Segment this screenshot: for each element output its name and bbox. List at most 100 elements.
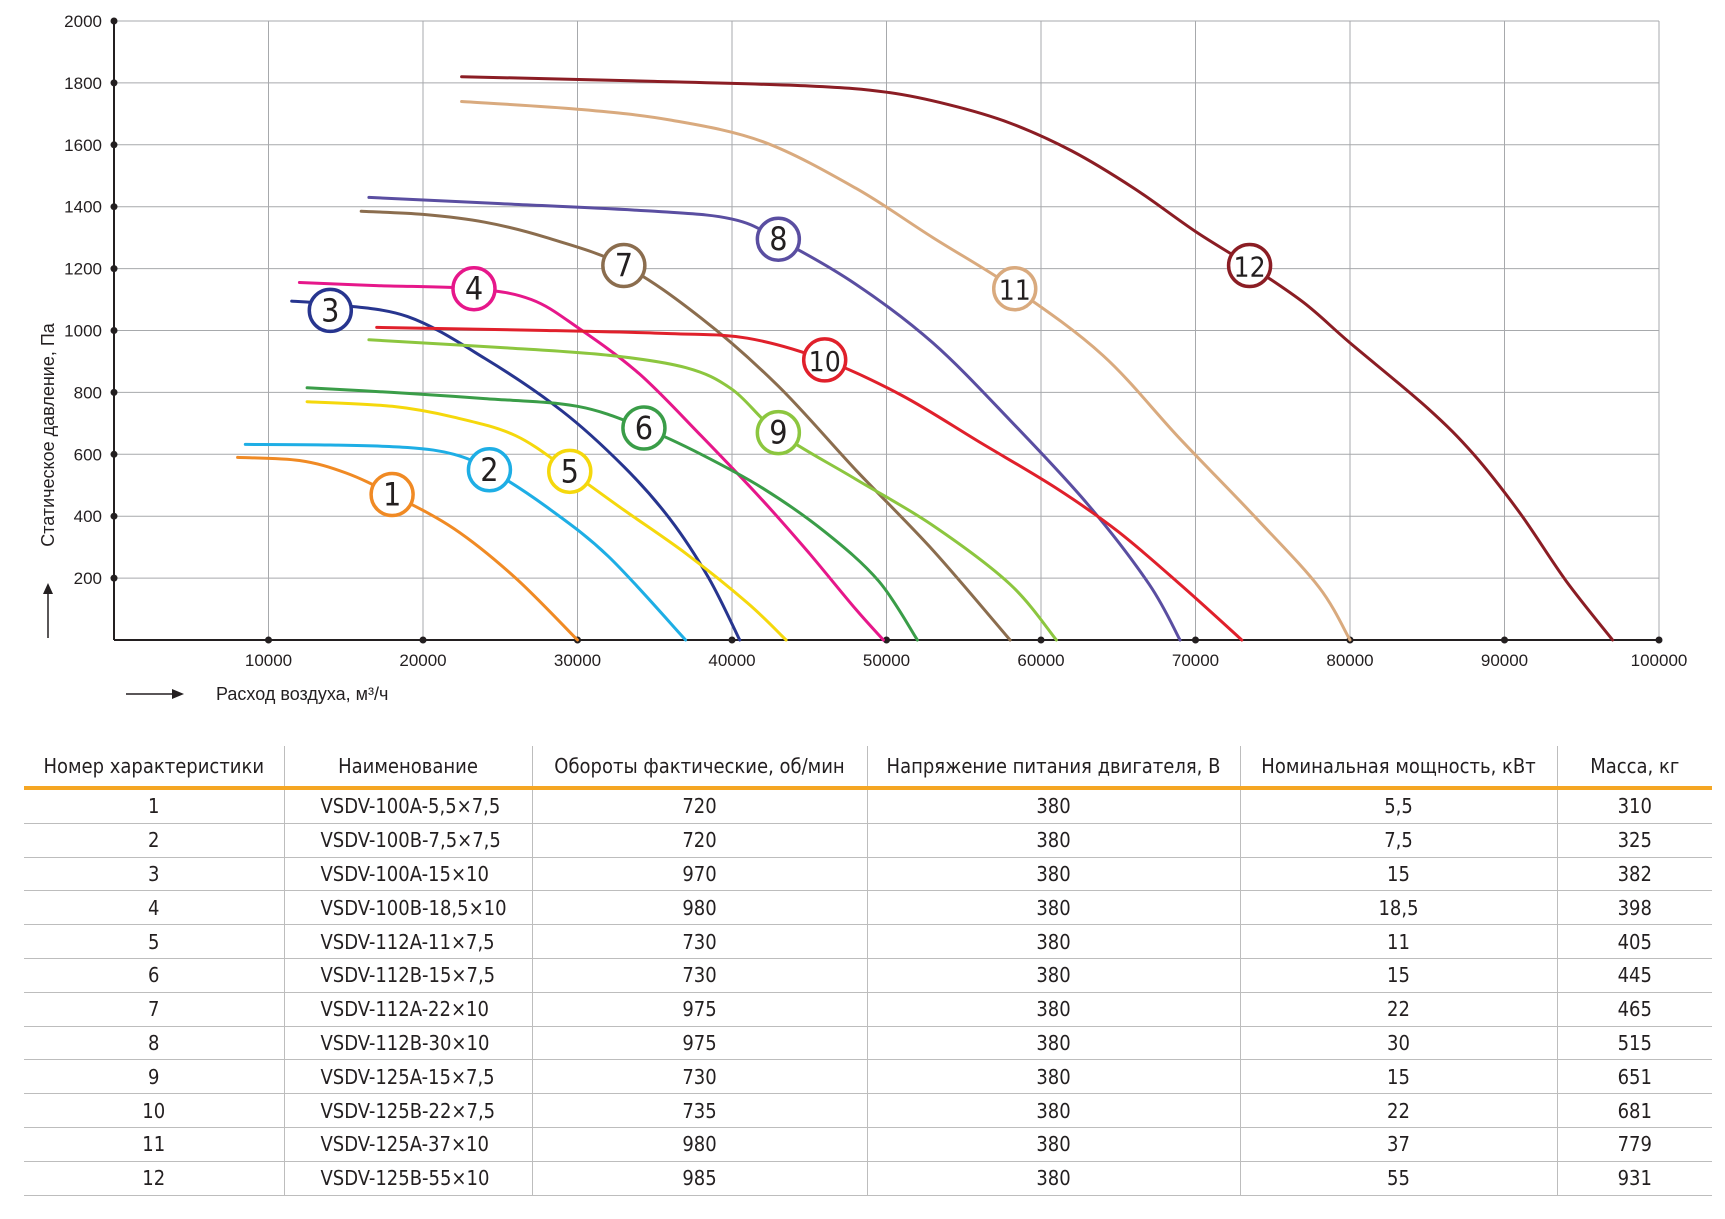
series-marker-label: 3 (321, 291, 339, 329)
x-tick-dot (1192, 636, 1199, 644)
y-axis-arrow (43, 583, 53, 638)
series-curve-7 (359, 209, 1012, 642)
series-marker-4: 4 (451, 265, 497, 312)
table-cell: 380 (866, 1026, 1240, 1061)
series-marker-ring (451, 265, 497, 312)
table-cell: VSDV-100A-15×10 (283, 857, 532, 892)
x-tick-dot (265, 636, 272, 644)
series-marker-ring (755, 216, 802, 262)
table-row: 9 VSDV-125A-15×7,5 730 380 15 651 (24, 1059, 1712, 1095)
table-row: 12 VSDV-125B-55×10 985 380 55 931 (24, 1161, 1712, 1196)
table-cell: 380 (866, 890, 1240, 926)
table-cell: 398 (1556, 890, 1712, 926)
y-tick-label: 1800 (64, 74, 102, 93)
table-cell: VSDV-125A-37×10 (283, 1127, 532, 1162)
series-marker-ring (1226, 242, 1273, 289)
y-tick-dot (110, 17, 118, 25)
series-marker-label: 1 (383, 476, 401, 514)
column-header: Напряжение питания двигателя, В (866, 746, 1240, 790)
table-cell: VSDV-112B-15×7,5 (283, 958, 532, 993)
x-tick-dot (728, 636, 736, 644)
series-marker-ring (307, 287, 354, 334)
chart-ticks: 10000 20000 30000 40000 50000 60000 70000 80000… (64, 12, 1687, 670)
table-row: 5 VSDV-112A-11×7,5 730 380 11 405 (24, 924, 1712, 959)
table-cell: 30 (1239, 1026, 1557, 1061)
series-marker-2: 2 (466, 447, 513, 493)
y-tick-dot (110, 512, 118, 520)
series-marker-1: 1 (369, 471, 415, 518)
column-header: Номинальная мощность, кВт (1239, 746, 1557, 790)
table-cell: 931 (1556, 1161, 1712, 1196)
y-tick-dot (110, 265, 118, 273)
table-cell: 970 (531, 857, 867, 892)
series-marker-label: 6 (635, 409, 653, 447)
table-cell: 730 (531, 958, 867, 993)
series-marker-ring (466, 447, 513, 493)
x-tick-label: 100000 (1631, 651, 1688, 670)
table-cell: 380 (866, 823, 1240, 858)
table-cell: 18,5 (1239, 890, 1557, 926)
chart-series (236, 75, 1615, 642)
table-cell: 730 (531, 1059, 867, 1095)
series-curve-4 (297, 281, 885, 642)
x-tick-dot (1655, 636, 1663, 644)
x-tick-dot (883, 636, 890, 644)
y-tick-dot (110, 141, 118, 149)
column-header: Обороты фактические, об/мин (531, 746, 867, 790)
y-tick-dot (110, 574, 118, 582)
table-cell: 3 (24, 857, 284, 892)
table-row: 1 VSDV-100A-5,5×7,5 720 380 5,5 310 (24, 788, 1712, 824)
x-tick-dot (419, 636, 427, 644)
series-marker-label: 7 (615, 247, 633, 285)
series-marker-9: 9 (755, 409, 802, 456)
series-curve-5 (305, 400, 788, 642)
table-header-row: Номер характеристики Наименование Обороты … (24, 746, 1712, 790)
table-cell: 779 (1556, 1127, 1712, 1162)
series-marker-label: 2 (480, 451, 498, 489)
table-cell: 15 (1239, 958, 1557, 993)
series-marker-5: 5 (547, 448, 593, 495)
table-row: 8 VSDV-112B-30×10 975 380 30 515 (24, 1026, 1712, 1061)
series-marker-11: 11 (991, 265, 1038, 312)
x-tick-label: 90000 (1481, 651, 1528, 670)
y-axis-label: Статическое давление, Па (38, 322, 58, 547)
table-cell: 380 (866, 958, 1240, 993)
table-cell: VSDV-112A-22×10 (283, 992, 532, 1027)
table-cell: 651 (1556, 1059, 1712, 1095)
y-tick-label: 400 (74, 507, 102, 526)
table-row: 2 VSDV-100B-7,5×7,5 720 380 7,5 325 (24, 823, 1712, 858)
y-tick-label: 800 (74, 383, 102, 402)
table-cell: 1 (24, 788, 284, 824)
table-cell: VSDV-100B-7,5×7,5 (283, 823, 532, 858)
table-cell: 7,5 (1239, 823, 1557, 858)
series-marker-7: 7 (601, 242, 647, 289)
series-marker-3: 3 (307, 287, 354, 334)
series-marker-ring (755, 409, 802, 456)
table-cell: 11 (24, 1127, 284, 1162)
table-row: 10 VSDV-125B-22×7,5 735 380 22 681 (24, 1093, 1712, 1128)
table-cell: 465 (1556, 992, 1712, 1027)
column-header: Наименование (283, 746, 532, 790)
table-cell: 15 (1239, 1059, 1557, 1095)
table-cell: 22 (1239, 1093, 1557, 1128)
table-cell: VSDV-125B-55×10 (283, 1161, 532, 1196)
x-tick-dot (1037, 636, 1045, 644)
table-cell: 730 (531, 924, 867, 959)
table-cell: 975 (531, 992, 867, 1027)
table-cell: 380 (866, 1093, 1240, 1128)
series-marker-ring (369, 471, 415, 518)
x-tick-label: 60000 (1017, 651, 1064, 670)
x-axis-label: Расход воздуха, м³/ч (216, 684, 388, 704)
y-tick-dot (110, 203, 118, 211)
table-cell: VSDV-100B-18,5×10 (283, 890, 532, 926)
table-cell: 445 (1556, 958, 1712, 993)
series-marker-label: 10 (809, 345, 841, 378)
table-cell: 720 (531, 823, 867, 858)
table-cell: 380 (866, 1059, 1240, 1095)
table-cell: 9 (24, 1059, 284, 1095)
table-cell: 310 (1556, 788, 1712, 824)
y-tick-dot (110, 79, 118, 87)
y-tick-label: 1000 (64, 322, 102, 341)
series-marker-ring (547, 448, 593, 495)
table-cell: VSDV-112B-30×10 (283, 1026, 532, 1061)
